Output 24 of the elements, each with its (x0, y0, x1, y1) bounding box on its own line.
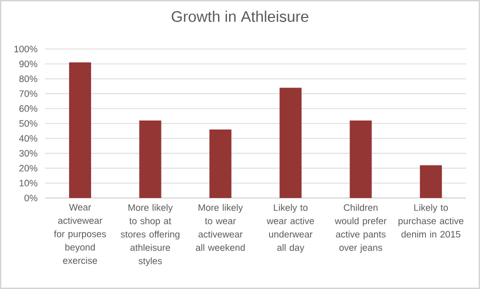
x-tick-label: More likely to wear activewear all weekend (196, 204, 245, 251)
bar (139, 120, 162, 198)
bar (209, 129, 232, 198)
y-tick-label: 30% (19, 150, 38, 157)
y-tick-label: 40% (19, 135, 38, 142)
y-tick-label: 90% (19, 60, 38, 68)
x-tick-label: Likely to wear active underwear all day (266, 204, 314, 253)
chart-title: Growth in Athleisure (172, 10, 308, 22)
x-tick-label: More likely to shop at stores offering athleisure styles (120, 204, 180, 266)
bar (350, 120, 372, 198)
x-tick-label: Wear activewear for purposes beyond exercise (54, 204, 106, 264)
y-tick-label: 0% (24, 194, 38, 202)
y-tick-label: 80% (19, 76, 38, 82)
y-tick-label: 20% (19, 164, 38, 172)
x-tick-label: Children would prefer active pants over jeans (334, 204, 387, 253)
x-tick-label: Likely to purchase active denim in 2015 (398, 204, 464, 238)
y-tick-label: 10% (20, 180, 38, 186)
y-tick-label: 70% (19, 90, 38, 97)
y-tick-label: 50% (19, 120, 38, 127)
bar (420, 165, 442, 198)
y-tick-label: 60% (19, 105, 38, 112)
bar (69, 62, 92, 198)
bar (280, 88, 302, 198)
y-tick-label: 100% (14, 46, 38, 52)
